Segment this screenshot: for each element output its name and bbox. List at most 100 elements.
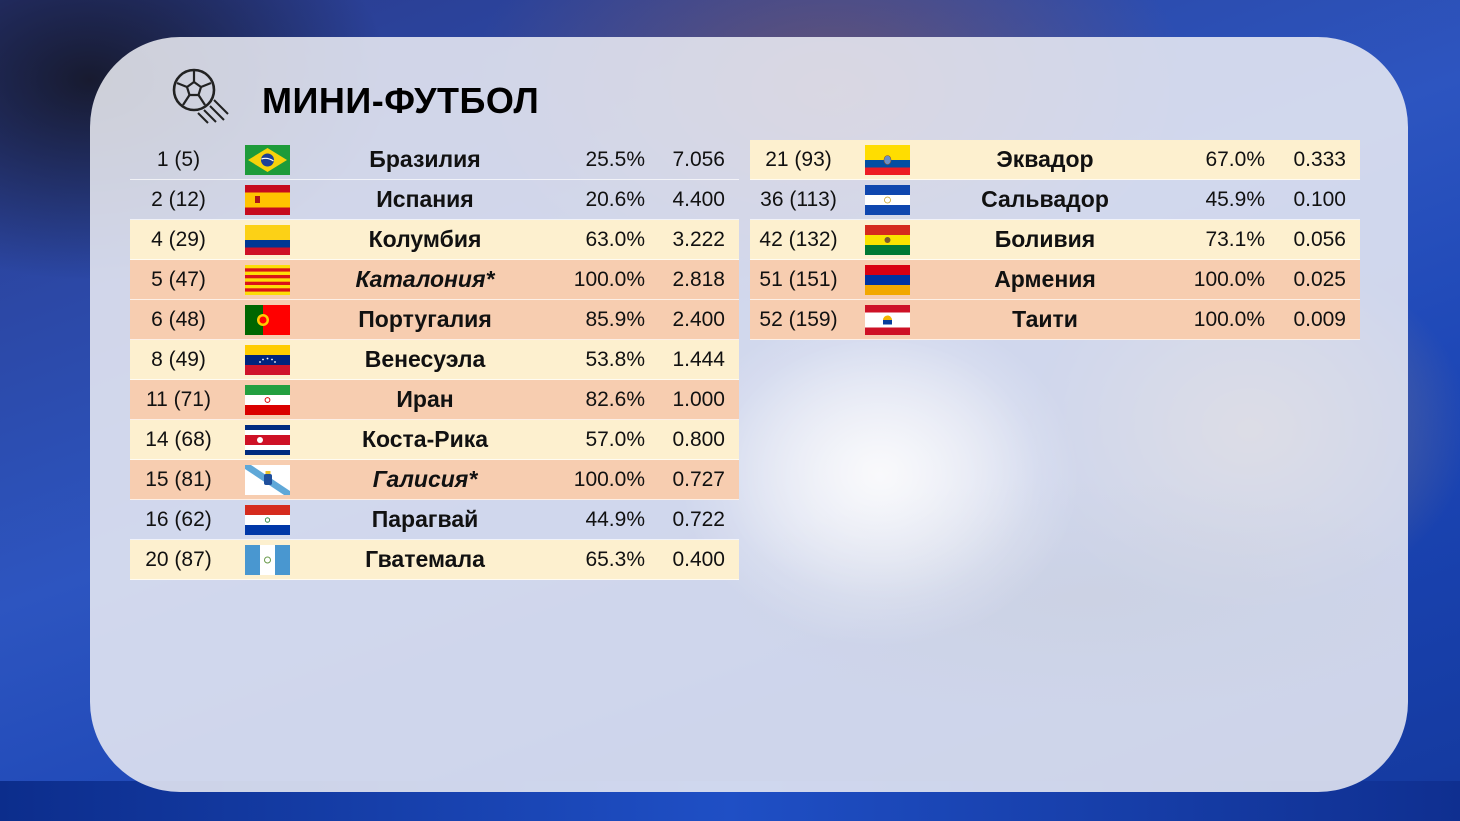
ranking-table-right: 21 (93) Эквадор 67.0% 0.333 36 (113) Сал… [750,140,1360,340]
team-name: Галисия* [372,466,478,492]
costa-rica-flag-icon [245,424,290,455]
flag-cell [227,504,305,535]
rank-cell: 36 (113) [760,187,837,211]
team-name: Парагвай [371,506,479,532]
rank-cell: 52 (159) [759,307,838,331]
rank-cell: 20 (87) [145,547,212,571]
team-name: Португалия [358,306,492,332]
table-row: 36 (113) Сальвадор 45.9% 0.100 [750,180,1360,220]
percent-cell: 100.0% [1193,307,1265,331]
table-row: 16 (62) Парагвай 44.9% 0.722 [130,500,739,540]
value-cell: 0.056 [1293,227,1346,251]
value-cell: 0.727 [672,467,725,491]
team-name: Венесуэла [364,346,486,372]
team-name: Колумбия [368,226,482,252]
colombia-flag-icon [245,224,290,255]
rank-cell: 11 (71) [146,387,211,411]
rank-cell: 8 (49) [151,347,206,371]
ranking-card: МИНИ-ФУТБОЛ 1 (5) Бразилия 25.5% 7.056 2… [90,37,1408,792]
value-cell: 0.800 [672,427,725,451]
team-name: Боливия [994,226,1096,252]
percent-cell: 67.0% [1205,147,1265,171]
value-cell: 1.000 [672,387,725,411]
card-header: МИНИ-ФУТБОЛ [170,62,539,132]
rank-cell: 51 (151) [759,267,838,291]
value-cell: 7.056 [672,147,725,171]
soccer-ball-icon [172,68,229,124]
value-cell: 0.400 [672,547,725,571]
percent-cell: 100.0% [1193,267,1265,291]
galicia-flag-icon [245,464,290,495]
rank-cell: 14 (68) [145,427,212,451]
team-name: Каталония* [355,266,495,292]
flag-cell [227,544,305,575]
team-name: Таити [1012,306,1078,332]
value-cell: 0.009 [1293,307,1346,331]
table-row: 2 (12) Испания 20.6% 4.400 [130,180,739,220]
table-row: 14 (68) Коста-Рика 57.0% 0.800 [130,420,739,460]
paraguay-flag-icon [245,504,290,535]
tahiti-flag-icon [865,304,910,335]
spain-flag-icon [245,184,290,215]
flag-cell [227,344,305,375]
flag-cell [847,224,925,255]
rank-cell: 15 (81) [145,467,212,491]
flag-cell [847,144,925,175]
value-cell: 3.222 [672,227,725,251]
team-name: Сальвадор [981,186,1109,212]
team-name: Иран [396,386,454,412]
percent-cell: 63.0% [585,227,645,251]
flag-cell [847,264,925,295]
value-cell: 2.400 [672,307,725,331]
team-name: Армения [994,266,1096,292]
percent-cell: 44.9% [585,507,645,531]
team-name: Коста-Рика [361,426,489,452]
flag-cell [227,264,305,295]
team-name: Гватемала [365,546,485,572]
table-row: 20 (87) Гватемала 65.3% 0.400 [130,540,739,580]
team-name: Бразилия [369,146,481,172]
rank-cell: 2 (12) [151,187,206,211]
venezuela-flag-icon [245,344,290,375]
value-cell: 1.444 [672,347,725,371]
ecuador-flag-icon [865,144,910,175]
page-title: МИНИ-ФУТБОЛ [262,80,540,121]
flag-cell [227,384,305,415]
rank-cell: 1 (5) [156,147,201,171]
table-row: 1 (5) Бразилия 25.5% 7.056 [130,140,739,180]
percent-cell: 53.8% [585,347,645,371]
brazil-flag-icon [245,144,290,175]
team-name: Эквадор [996,146,1094,172]
value-cell: 0.333 [1293,147,1346,171]
table-row: 6 (48) Португалия 85.9% 2.400 [130,300,739,340]
rank-cell: 6 (48) [151,307,206,331]
rank-cell: 4 (29) [151,227,206,251]
value-cell: 0.722 [672,507,725,531]
percent-cell: 57.0% [585,427,645,451]
percent-cell: 45.9% [1205,187,1265,211]
team-name: Испания [376,186,474,212]
armenia-flag-icon [865,264,910,295]
rank-cell: 16 (62) [145,507,212,531]
flag-cell [847,304,925,335]
flag-cell [227,184,305,215]
percent-cell: 85.9% [585,307,645,331]
flag-cell [847,184,925,215]
guatemala-flag-icon [245,544,290,575]
flag-cell [227,424,305,455]
rank-cell: 42 (132) [759,227,838,251]
flag-cell [227,304,305,335]
percent-cell: 100.0% [573,467,645,491]
rank-cell: 5 (47) [151,267,206,291]
percent-cell: 100.0% [573,267,645,291]
flag-cell [227,144,305,175]
table-row: 8 (49) Венесуэла 53.8% 1.444 [130,340,739,380]
value-cell: 0.025 [1293,267,1346,291]
value-cell: 4.400 [672,187,725,211]
table-row: 5 (47) Каталония* 100.0% 2.818 [130,260,739,300]
percent-cell: 25.5% [585,147,645,171]
table-row: 21 (93) Эквадор 67.0% 0.333 [750,140,1360,180]
percent-cell: 82.6% [585,387,645,411]
value-cell: 2.818 [672,267,725,291]
percent-cell: 65.3% [585,547,645,571]
